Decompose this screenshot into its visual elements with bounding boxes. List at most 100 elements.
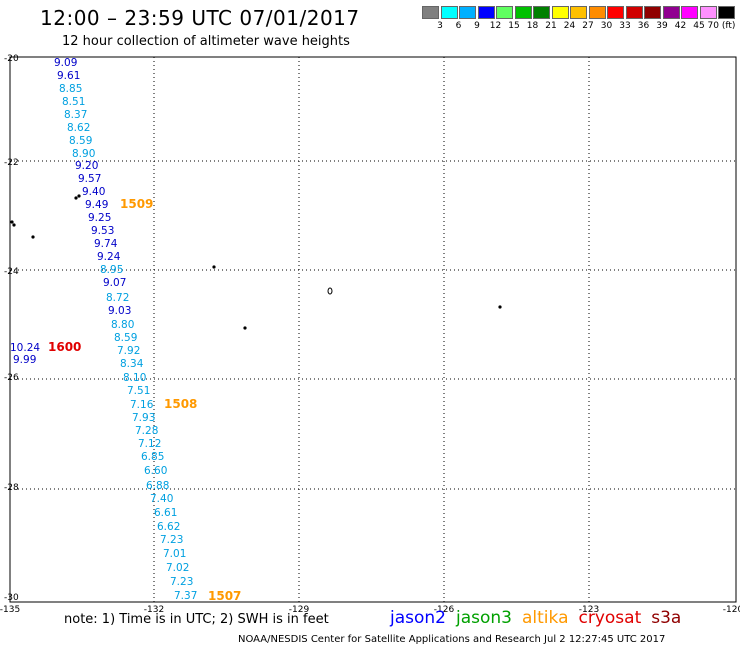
legend-swatch xyxy=(718,6,735,19)
wave-height-label: 9.57 xyxy=(78,173,101,185)
color-scale-legend: 3 6 9 12 15 18 21 24 27 30 33 36 39 42 45 70 (ft) xyxy=(422,6,738,36)
legend-label: 21 xyxy=(545,21,557,31)
wave-height-label: 9.74 xyxy=(94,238,118,250)
pass-time-label: 1507 xyxy=(208,589,241,603)
map-frame xyxy=(9,56,737,603)
lat-tick-label: -28 xyxy=(4,483,19,493)
wave-height-label: 9.61 xyxy=(57,70,80,82)
legend-swatch xyxy=(625,6,643,19)
lat-tick-label: -22 xyxy=(4,158,19,168)
island-marker xyxy=(10,220,14,224)
legend-label: 3 xyxy=(437,21,443,31)
lon-tick-label: -132 xyxy=(144,605,164,615)
legend-swatch xyxy=(533,6,550,19)
legend-label: 18 xyxy=(526,21,539,31)
wave-height-label: 9.07 xyxy=(103,277,126,289)
legend-swatch xyxy=(588,6,606,19)
time-labels: 1509 1600 1508 1507 xyxy=(48,197,241,603)
wave-height-label: 7.40 xyxy=(150,493,173,505)
wave-height-label: 6.88 xyxy=(146,480,169,492)
wave-height-label: 7.02 xyxy=(166,562,189,574)
legend-swatch xyxy=(477,6,495,19)
lon-tick-label: -120 xyxy=(723,605,740,615)
island-marker xyxy=(74,196,78,200)
legend-label: 30 xyxy=(600,21,613,31)
wave-height-label: 8.51 xyxy=(62,96,85,108)
legend-swatch xyxy=(607,6,624,19)
legend-label: 15 xyxy=(508,21,520,31)
legend-swatch xyxy=(422,6,439,19)
island-markers xyxy=(10,194,502,330)
lon-tick-label: -135 xyxy=(0,605,20,615)
wave-height-label: 8.90 xyxy=(72,148,95,160)
wave-height-label: 7.28 xyxy=(135,425,158,437)
legend-label: 45 xyxy=(693,21,705,31)
pass-time-label: 1600 xyxy=(48,340,81,354)
island-marker xyxy=(243,326,247,330)
satellite-legend: jason2 jason3 altika cryosat s3a xyxy=(390,608,691,628)
wave-height-label: 7.92 xyxy=(117,345,140,357)
legend-label: 33 xyxy=(619,21,631,31)
wave-height-label: 9.99 xyxy=(13,354,36,366)
wave-height-label: 8.37 xyxy=(64,109,87,121)
legend-swatch xyxy=(440,6,458,19)
legend-swatch xyxy=(514,6,532,19)
island-marker xyxy=(498,305,502,309)
lat-tick-label: -20 xyxy=(4,54,19,64)
legend-label: 39 xyxy=(656,21,668,31)
legend-swatch xyxy=(570,6,587,19)
legend-label: 36 xyxy=(637,21,650,31)
wave-height-label: 9.09 xyxy=(54,57,77,69)
pass-time-label: 1508 xyxy=(164,397,197,411)
wave-height-label: 6.61 xyxy=(154,507,177,519)
island-marker xyxy=(12,223,16,227)
island-marker xyxy=(327,287,333,295)
lon-tick-label: -126 xyxy=(434,605,455,615)
wave-height-label: 6.62 xyxy=(157,521,180,533)
wave-height-label: 7.37 xyxy=(174,590,197,602)
island-marker xyxy=(212,265,216,269)
wave-height-label: 9.49 xyxy=(85,199,108,211)
wave-height-label: 9.20 xyxy=(75,160,98,172)
legend-label: 9 xyxy=(474,21,480,31)
legend-swatch xyxy=(662,6,680,19)
lat-tick-label: -26 xyxy=(4,373,19,383)
legend-label: 70 (ft) xyxy=(707,21,736,31)
legend-swatch xyxy=(681,6,698,19)
legend-swatch xyxy=(496,6,513,19)
legend-swatch xyxy=(644,6,661,19)
wave-height-label: 8.85 xyxy=(59,83,82,95)
legend-label: 12 xyxy=(489,21,502,31)
legend-swatch xyxy=(551,6,569,19)
island-marker xyxy=(31,235,35,239)
lon-tick-label: -123 xyxy=(579,605,599,615)
wave-height-label: 7.16 xyxy=(130,399,154,411)
wave-height-label: 8.10 xyxy=(123,372,146,384)
wave-height-label: 8.95 xyxy=(100,264,123,276)
island-marker xyxy=(77,194,81,198)
credit-line: NOAA/NESDIS Center for Satellite Applica… xyxy=(238,634,666,645)
wave-height-label: 8.59 xyxy=(114,332,137,344)
wave-height-labels: 9.099.618.858.518.378.628.598.909.209.57… xyxy=(10,57,197,602)
satellite-s3a: s3a xyxy=(651,608,682,628)
wave-height-label: 7.12 xyxy=(138,438,161,450)
lat-lon-grid xyxy=(10,57,736,602)
wave-height-label: 7.93 xyxy=(132,412,155,424)
wave-height-label: 7.01 xyxy=(163,548,186,560)
satellite-jason2: jason2 xyxy=(390,608,446,628)
wave-height-label: 7.23 xyxy=(170,576,193,588)
lat-tick-label: -30 xyxy=(4,593,19,603)
axis-tick-labels: -135 -132 -129 -126 -123 -120 -20 -22 -24 -26 -28 -… xyxy=(0,54,740,615)
legend-label: 24 xyxy=(563,21,576,31)
chart-subtitle: 12 hour collection of altimeter wave hei… xyxy=(62,34,350,49)
wave-height-label: 6.60 xyxy=(144,465,167,477)
legend-label: 42 xyxy=(674,21,687,31)
satellite-jason3: jason3 xyxy=(456,608,512,628)
wave-height-label: 8.59 xyxy=(69,135,92,147)
legend-swatch xyxy=(699,6,717,19)
lon-tick-label: -129 xyxy=(289,605,310,615)
wave-height-label: 9.25 xyxy=(88,212,111,224)
wave-height-label: 7.23 xyxy=(160,534,183,546)
wave-height-label: 9.24 xyxy=(97,251,121,263)
